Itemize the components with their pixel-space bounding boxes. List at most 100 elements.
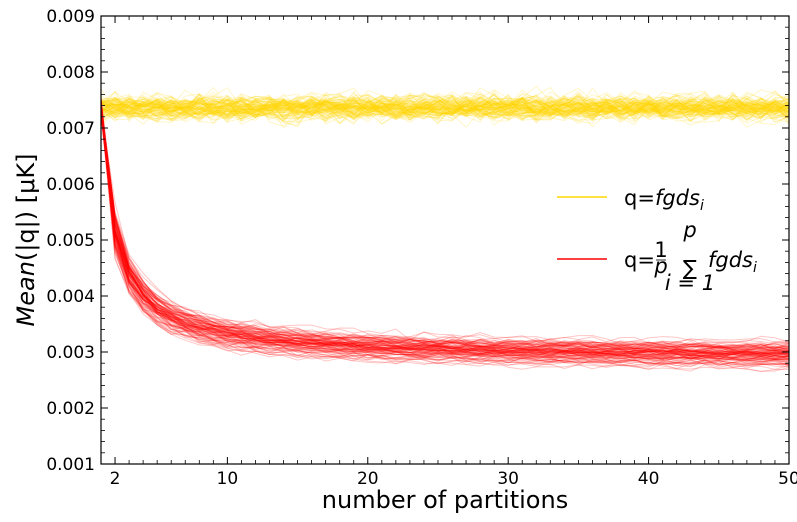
- series-0-realization: [100, 95, 790, 121]
- series-0-realization: [100, 91, 790, 116]
- series-0-realization: [100, 96, 790, 122]
- series-0-realization: [100, 98, 790, 125]
- series-0-realization: [100, 96, 790, 124]
- series-0-realization: [100, 98, 790, 123]
- y-axis-label-italic: Mean: [12, 261, 40, 326]
- series-1-realization: [100, 100, 790, 357]
- series-1-realization: [100, 110, 790, 356]
- series-1-realization: [100, 111, 790, 362]
- series-1-realization: [100, 111, 790, 356]
- series-1-realization: [100, 106, 790, 350]
- series-0-realization: [100, 101, 790, 121]
- series-1-realization: [100, 110, 790, 351]
- series-0-realization: [100, 94, 790, 121]
- series-0-realization: [100, 90, 790, 120]
- series-1-realization: [100, 102, 790, 367]
- series-0-realization: [100, 97, 790, 120]
- series-0-realization: [100, 92, 790, 121]
- series-0-realization: [100, 93, 790, 118]
- series-0-realization: [100, 96, 790, 122]
- series-1-realization: [100, 112, 790, 357]
- series-0-realization: [100, 87, 790, 118]
- series-0-realization: [100, 101, 790, 126]
- series-1-realization: [100, 103, 790, 370]
- series-1-realization: [100, 106, 790, 361]
- series-1-realization: [100, 111, 790, 349]
- series-1-realization: [100, 97, 790, 360]
- x-tick-label: 2: [110, 469, 121, 489]
- series-0-realization: [100, 95, 790, 121]
- series-1-realization: [100, 105, 790, 349]
- series-0-realization: [100, 101, 790, 128]
- series-layer: [100, 85, 790, 372]
- series-1-realization: [100, 102, 790, 360]
- series-1-realization: [100, 113, 790, 360]
- series-0-realization: [100, 97, 790, 125]
- series-0-realization: [100, 92, 790, 116]
- series-1-realization: [100, 109, 790, 352]
- series-1-realization: [100, 106, 790, 356]
- series-0-realization: [100, 94, 790, 119]
- series-1-realization: [100, 108, 790, 354]
- series-0-realization: [100, 98, 790, 126]
- y-axis-label-rest: (|q|) [μK]: [12, 154, 40, 262]
- series-1-realization: [100, 106, 790, 368]
- x-tick-label: 30: [497, 469, 519, 489]
- series-1-realization: [100, 105, 790, 363]
- series-0-realization: [100, 95, 790, 119]
- series-0-realization: [100, 97, 790, 121]
- series-1-realization: [100, 102, 790, 364]
- series-1-realization: [100, 112, 790, 362]
- series-0-realization: [100, 93, 790, 120]
- series-1-realization: [100, 105, 790, 366]
- series-0-realization: [100, 100, 790, 124]
- series-1-realization: [100, 109, 790, 360]
- series-1-realization: [100, 105, 790, 355]
- series-0-realization: [100, 95, 790, 113]
- series-1-realization: [100, 114, 790, 352]
- series-0-realization: [100, 94, 790, 115]
- series-0-realization: [100, 96, 790, 117]
- series-0-realization: [100, 93, 790, 121]
- series-1-realization: [100, 102, 790, 359]
- series-0-realization: [100, 91, 790, 120]
- series-0-realization: [100, 90, 790, 114]
- series-1-realization: [100, 110, 790, 344]
- series-0-realization: [100, 99, 790, 122]
- series-1-realization: [100, 102, 790, 355]
- series-1-realization: [100, 108, 790, 348]
- y-tick-label: 0.008: [46, 63, 95, 83]
- series-1-realization: [100, 107, 790, 354]
- series-1-realization: [100, 104, 790, 348]
- y-tick-label: 0.005: [46, 231, 95, 251]
- series-1-realization: [100, 103, 790, 355]
- series-1-realization: [100, 106, 790, 348]
- series-0-realization: [100, 100, 790, 126]
- y-tick-label: 0.003: [46, 343, 95, 363]
- series-0-realization: [100, 99, 790, 121]
- series-1-realization: [100, 106, 790, 357]
- x-axis-label: number of partitions: [322, 486, 568, 514]
- series-1-realization: [100, 111, 790, 363]
- series-0-realization: [100, 97, 790, 123]
- series-0-realization: [100, 96, 790, 124]
- series-0-realization: [100, 86, 790, 116]
- series-0-realization: [100, 93, 790, 115]
- series-0-realization: [100, 94, 790, 119]
- series-1-realization: [100, 108, 790, 357]
- svg-text:p: p: [682, 218, 696, 242]
- series-0-realization: [100, 94, 790, 118]
- x-tick-label: 40: [638, 469, 660, 489]
- series-1-realization: [100, 106, 790, 359]
- series-1-realization: [100, 113, 790, 372]
- series-1-realization: [100, 114, 790, 360]
- series-0-realization: [100, 94, 790, 117]
- series-0-realization: [100, 90, 790, 124]
- series-1-realization: [100, 97, 790, 358]
- y-tick-label: 0.009: [46, 7, 95, 27]
- series-1-realization: [100, 107, 790, 358]
- series-1-realization: [100, 110, 790, 368]
- series-1-realization: [100, 100, 790, 361]
- x-tick-label: 10: [217, 469, 239, 489]
